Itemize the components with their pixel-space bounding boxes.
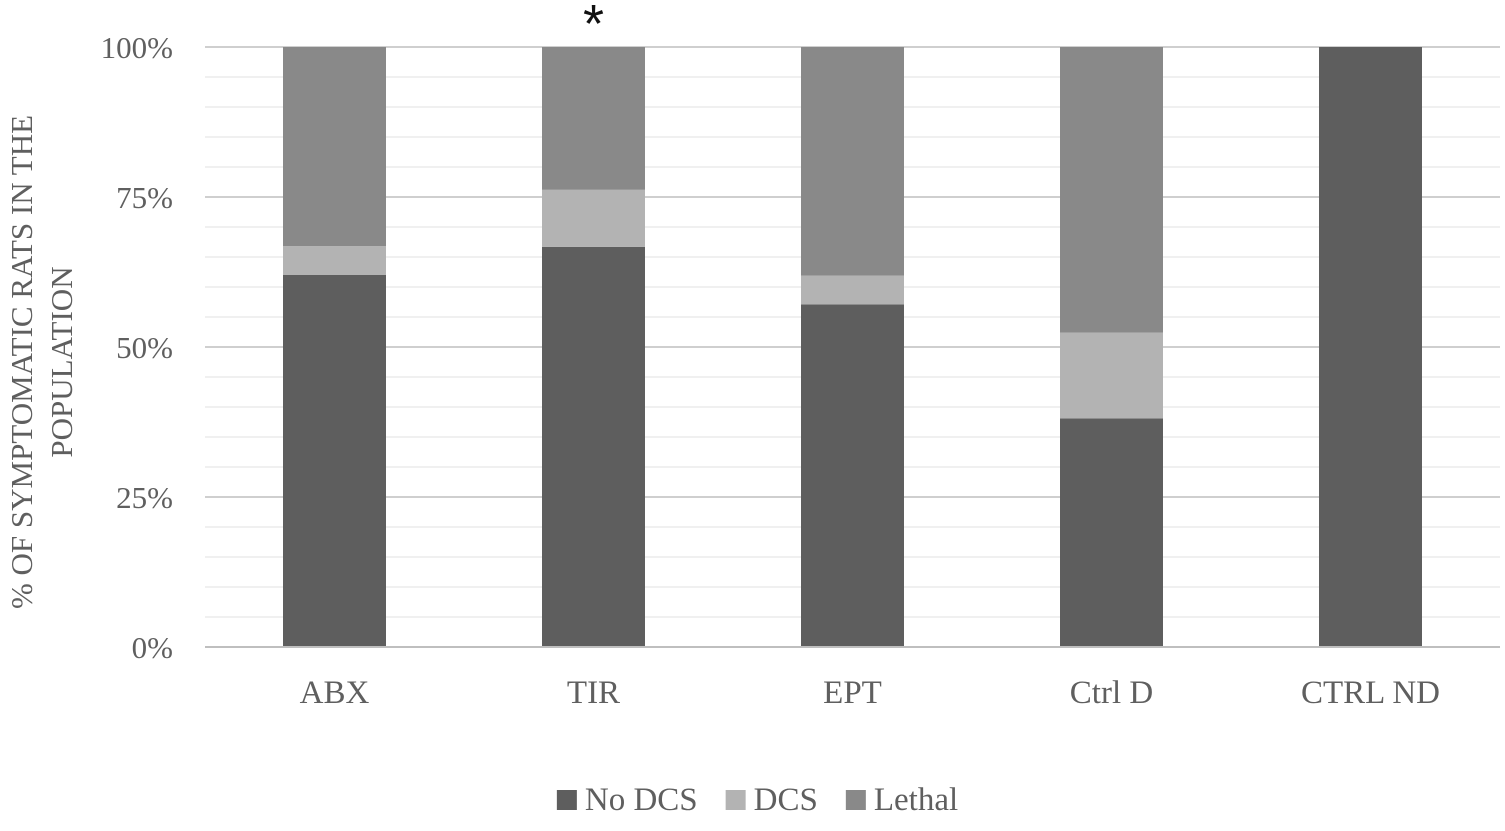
bars xyxy=(283,47,1422,648)
bar-no-dcs-ctrl-d xyxy=(1060,418,1163,647)
bar-no-dcs-abx xyxy=(283,275,386,647)
legend-swatch-no-dcs xyxy=(556,790,577,810)
bar-dcs-ept xyxy=(801,275,904,305)
legend-label: Lethal xyxy=(874,782,958,818)
y-tick-label: 100% xyxy=(101,30,173,65)
y-tick-labels: 0% 25% 50% 75% 100% xyxy=(101,30,173,665)
bar-no-dcs-ctrl-nd xyxy=(1319,47,1422,647)
significance-asterisk: * xyxy=(583,0,604,54)
bar-dcs-tir xyxy=(542,189,645,247)
y-tick-label: 50% xyxy=(116,330,173,365)
legend: No DCS DCS Lethal xyxy=(556,782,958,818)
legend-swatch-dcs xyxy=(725,790,746,810)
y-axis-title-line: POPULATION xyxy=(44,266,79,457)
legend-swatch-lethal xyxy=(845,790,866,810)
y-axis-title: % OF SYMPTOMATIC RATS IN THE POPULATION xyxy=(4,115,79,609)
bar-lethal-tir xyxy=(542,47,645,190)
legend-label: DCS xyxy=(754,782,818,818)
x-category-label: EPT xyxy=(823,675,882,711)
y-tick-label: 25% xyxy=(116,480,173,515)
bar-lethal-ept xyxy=(801,47,904,276)
legend-label: No DCS xyxy=(585,782,698,818)
x-category-label: Ctrl D xyxy=(1070,675,1153,711)
bar-dcs-ctrl-d xyxy=(1060,332,1163,419)
bar-no-dcs-ept xyxy=(801,304,904,647)
x-category-label: ABX xyxy=(300,675,370,711)
x-category-label: TIR xyxy=(567,675,620,711)
bar-lethal-abx xyxy=(283,47,386,247)
y-tick-label: 0% xyxy=(132,630,173,665)
bar-no-dcs-tir xyxy=(542,246,645,648)
bar-dcs-abx xyxy=(283,246,386,275)
bar-lethal-ctrl-d xyxy=(1060,47,1163,333)
x-category-labels: ABX TIR EPT Ctrl D CTRL ND xyxy=(300,675,1440,711)
annotations: * xyxy=(583,0,604,54)
y-axis-title-line: % OF SYMPTOMATIC RATS IN THE xyxy=(4,115,39,609)
x-category-label: CTRL ND xyxy=(1301,675,1440,711)
y-tick-label: 75% xyxy=(116,180,173,215)
